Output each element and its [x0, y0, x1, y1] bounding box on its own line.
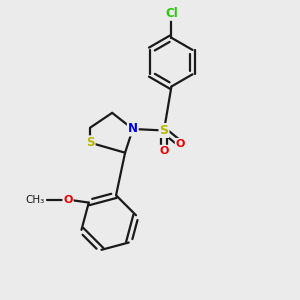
- Text: Cl: Cl: [165, 7, 178, 20]
- Text: S: S: [86, 136, 95, 149]
- Text: O: O: [63, 195, 73, 205]
- Text: CH₃: CH₃: [26, 195, 45, 205]
- Text: S: S: [160, 124, 169, 137]
- Text: O: O: [176, 139, 185, 149]
- Text: O: O: [159, 146, 169, 156]
- Text: N: N: [128, 122, 138, 136]
